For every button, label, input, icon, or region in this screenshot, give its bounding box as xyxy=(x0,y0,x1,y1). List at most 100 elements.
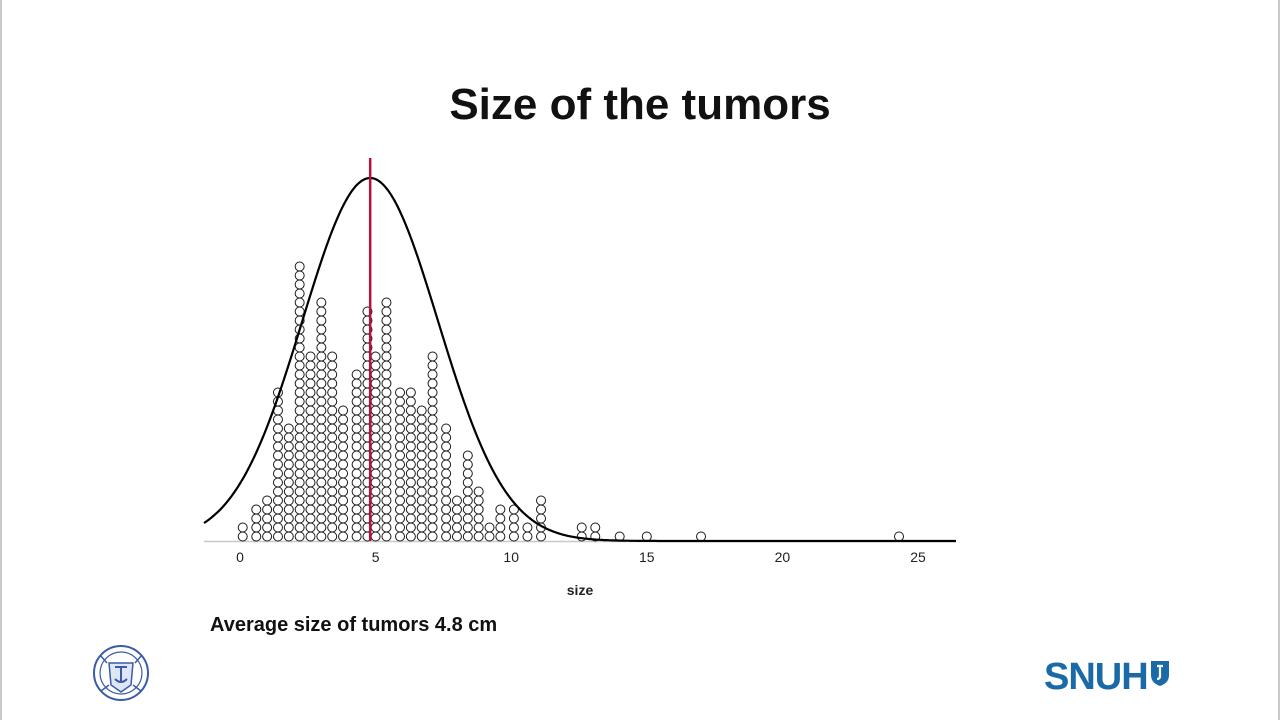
data-dot xyxy=(294,387,305,398)
data-dot xyxy=(351,495,362,506)
data-dot xyxy=(495,513,506,524)
data-dot xyxy=(370,378,381,389)
data-dot xyxy=(427,414,438,425)
data-dot xyxy=(462,504,473,515)
data-dot xyxy=(462,513,473,524)
data-dot xyxy=(327,531,338,542)
data-dot xyxy=(351,504,362,515)
data-dot xyxy=(441,441,452,452)
data-dot xyxy=(416,522,427,533)
data-dot xyxy=(395,441,406,452)
data-dot xyxy=(484,531,495,542)
data-dot xyxy=(316,369,327,380)
data-dot xyxy=(416,486,427,497)
data-dot xyxy=(381,531,392,542)
data-dot xyxy=(427,423,438,434)
data-dot xyxy=(405,495,416,506)
data-dot xyxy=(522,531,533,542)
data-dot xyxy=(495,531,506,542)
data-dot xyxy=(381,324,392,335)
data-dot xyxy=(473,522,484,533)
average-size-caption: Average size of tumors 4.8 cm xyxy=(210,614,498,636)
data-dot xyxy=(251,531,262,542)
data-dot xyxy=(294,270,305,281)
data-dot xyxy=(427,513,438,524)
data-dot xyxy=(381,513,392,524)
data-dot xyxy=(427,432,438,443)
data-dot xyxy=(405,459,416,470)
data-dot xyxy=(316,378,327,389)
data-dot xyxy=(294,396,305,407)
data-dot xyxy=(381,423,392,434)
data-dot xyxy=(251,513,262,524)
data-dot xyxy=(294,495,305,506)
x-tick-label: 0 xyxy=(236,549,244,565)
x-tick-label: 10 xyxy=(503,549,519,565)
data-dot xyxy=(536,495,547,506)
data-dot xyxy=(338,531,349,542)
data-dot xyxy=(338,432,349,443)
data-dot xyxy=(283,531,294,542)
data-dot xyxy=(405,432,416,443)
data-dot xyxy=(327,414,338,425)
university-seal-icon xyxy=(93,645,149,701)
data-dot xyxy=(327,468,338,479)
data-dot xyxy=(473,486,484,497)
data-dot xyxy=(316,405,327,416)
data-dot xyxy=(327,378,338,389)
data-dot xyxy=(416,441,427,452)
data-dot xyxy=(416,468,427,479)
data-dot xyxy=(294,288,305,299)
data-dot xyxy=(441,450,452,461)
data-dot xyxy=(237,531,248,542)
data-dot xyxy=(370,369,381,380)
data-dot xyxy=(427,522,438,533)
data-dot xyxy=(462,495,473,506)
data-dot xyxy=(473,531,484,542)
data-dot xyxy=(294,405,305,416)
data-dot xyxy=(351,387,362,398)
data-dot xyxy=(395,423,406,434)
data-dot xyxy=(370,432,381,443)
data-dot xyxy=(305,414,316,425)
data-dot xyxy=(427,360,438,371)
data-dot xyxy=(427,495,438,506)
data-dot xyxy=(283,423,294,434)
data-dot xyxy=(590,522,601,533)
data-dot xyxy=(462,522,473,533)
data-dot xyxy=(370,441,381,452)
data-dot xyxy=(427,441,438,452)
data-dot xyxy=(462,459,473,470)
data-dot xyxy=(441,432,452,443)
data-dot xyxy=(405,522,416,533)
data-dot xyxy=(441,459,452,470)
data-dot xyxy=(508,513,519,524)
data-dot xyxy=(416,531,427,542)
data-dot xyxy=(316,351,327,362)
data-dot xyxy=(305,459,316,470)
university-logo xyxy=(91,643,151,708)
data-dot xyxy=(283,495,294,506)
data-dot xyxy=(508,504,519,515)
data-dot xyxy=(327,459,338,470)
data-dot xyxy=(416,414,427,425)
data-dot xyxy=(473,495,484,506)
data-dot xyxy=(294,279,305,290)
x-axis-label: size xyxy=(567,582,594,598)
data-dot xyxy=(316,396,327,407)
data-dot xyxy=(370,477,381,488)
data-dot xyxy=(283,522,294,533)
data-dot xyxy=(405,414,416,425)
data-dot xyxy=(370,423,381,434)
data-dot xyxy=(405,387,416,398)
data-dot xyxy=(416,450,427,461)
data-dot xyxy=(441,486,452,497)
data-dot xyxy=(441,495,452,506)
data-dot xyxy=(381,378,392,389)
data-dot xyxy=(441,468,452,479)
data-dot xyxy=(327,369,338,380)
data-dot xyxy=(427,450,438,461)
data-dot xyxy=(351,531,362,542)
data-dot xyxy=(327,387,338,398)
data-dot xyxy=(316,297,327,308)
